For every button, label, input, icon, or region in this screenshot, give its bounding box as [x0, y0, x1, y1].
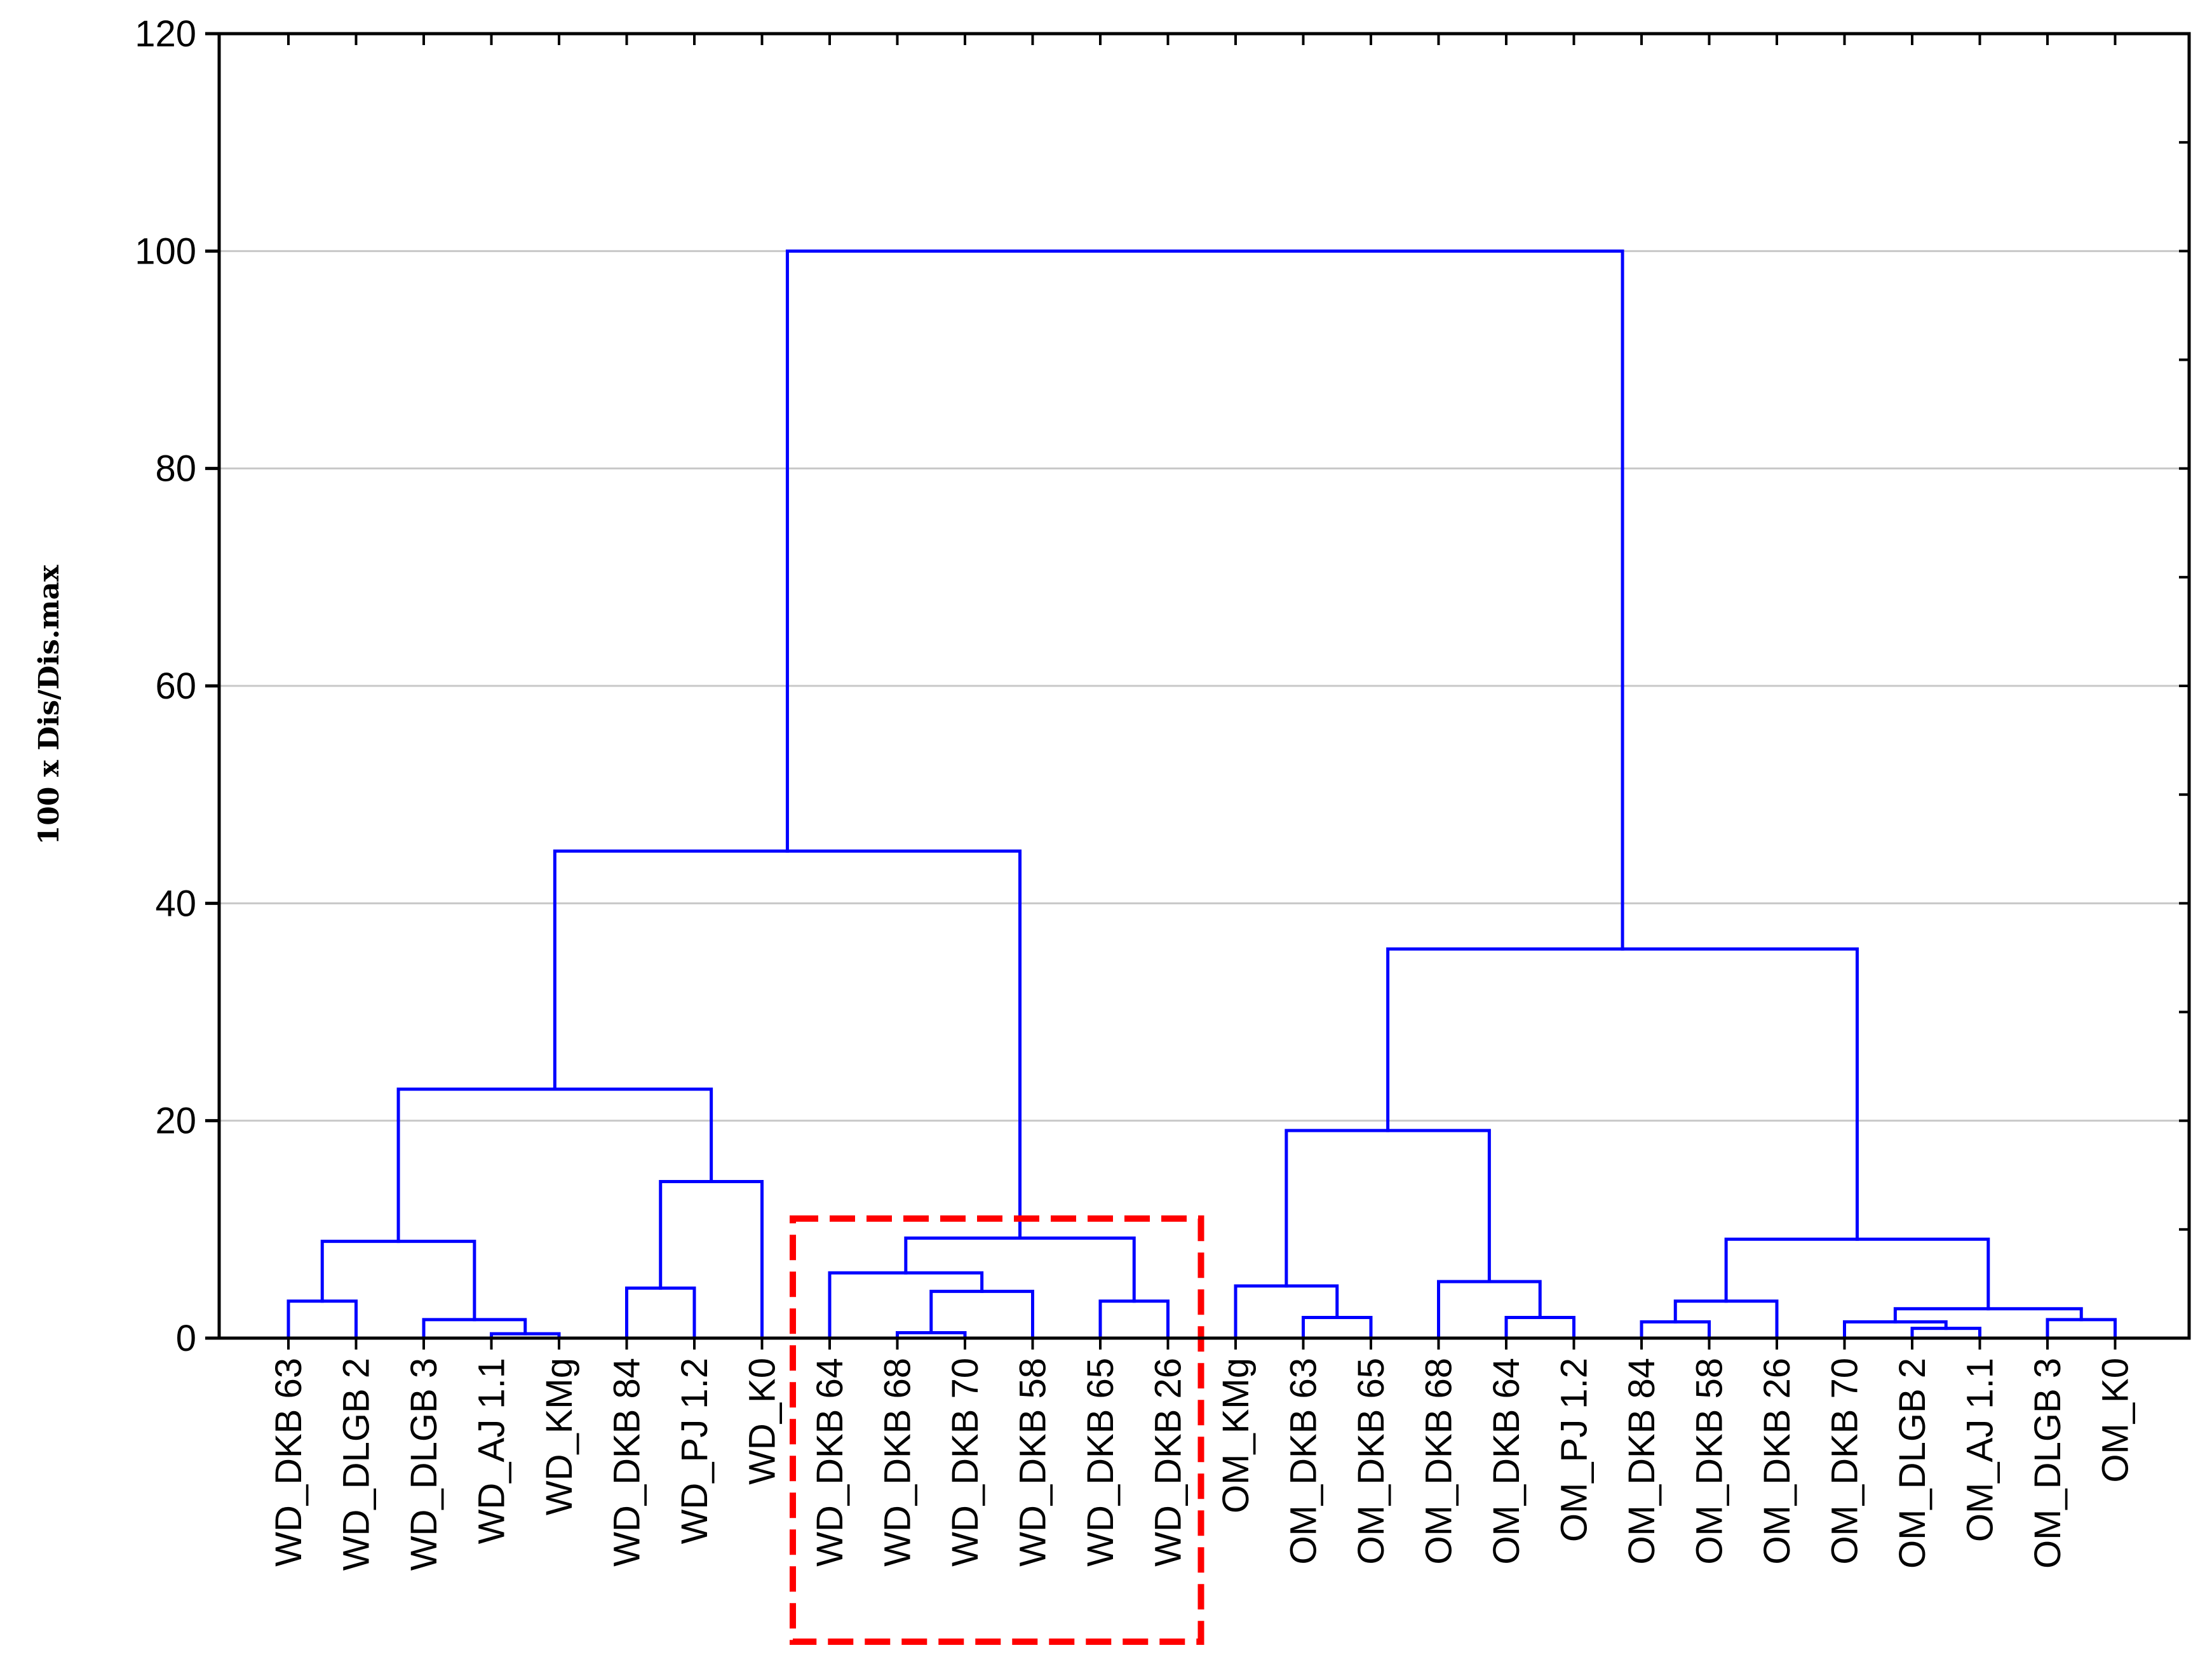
leaf-labels: WD_DKB 63 WD_DLGB 2 WD_DLGB 3 WD_AJ 1.1 WD_K…: [268, 1358, 2136, 1571]
link-U: [1673, 1299, 1779, 1340]
leaf-label: WD_DKB 70: [945, 1358, 986, 1567]
leaf-label: OM_DLGB 2: [1892, 1358, 1933, 1569]
leaf-label: OM_DKB 58: [1689, 1358, 1730, 1565]
link-F: [659, 1180, 764, 1340]
link-D: [320, 1240, 476, 1322]
link-J: [828, 1271, 984, 1340]
leaf-label: OM_DKB 26: [1757, 1358, 1798, 1565]
leaf-label: WD_DKB 63: [268, 1358, 309, 1567]
highlight-box-layer: [790, 1215, 1204, 1645]
link-Z: [1724, 1237, 1990, 1311]
leaf-label: OM_PJ 1.2: [1554, 1358, 1595, 1542]
ytick-label-60: 60: [155, 666, 196, 707]
ytick-label-40: 40: [155, 883, 196, 924]
link-AA: [1386, 947, 1859, 1241]
leaf-label: OM_DKB 70: [1824, 1358, 1866, 1565]
leaf-label: WD_DKB 58: [1013, 1358, 1054, 1567]
link-T: [1640, 1320, 1711, 1340]
leaf-label: WD_DKB 65: [1080, 1358, 1121, 1567]
link-W: [1843, 1320, 1948, 1340]
link-X: [2046, 1318, 2117, 1340]
link-N: [553, 849, 1022, 1240]
leaf-label: WD_DKB 64: [809, 1358, 851, 1567]
leaf-label: OM_AJ 1.1: [1960, 1358, 2001, 1542]
leaf-label: WD_KMg: [539, 1358, 580, 1515]
link-Q: [1504, 1315, 1575, 1340]
ytick-label-20: 20: [155, 1101, 196, 1142]
y-axis-title: 100 x Dis/Dis.max: [33, 565, 65, 845]
leaf-label: WD_DKB 84: [607, 1358, 648, 1567]
ytick-label-100: 100: [135, 231, 196, 272]
ytick-label-80: 80: [155, 448, 196, 490]
link-S: [1285, 1129, 1491, 1288]
leaf-label: OM_DLGB 3: [2027, 1358, 2068, 1569]
leaf-label: OM_DKB 65: [1351, 1358, 1392, 1565]
dendrogram-links: [287, 249, 2117, 1340]
leaf-label: WD_DKB 26: [1148, 1358, 1189, 1567]
ytick-label-0: 0: [176, 1318, 196, 1359]
link-E: [625, 1286, 696, 1340]
leaf-label: WD_K0: [742, 1358, 783, 1485]
leaf-label: OM_KMg: [1215, 1358, 1257, 1513]
highlight-box: [790, 1215, 1204, 1645]
leaf-label: OM_K0: [2095, 1358, 2136, 1483]
link-O: [1302, 1315, 1373, 1340]
grid-lines: [219, 250, 2189, 1122]
link-A: [287, 1299, 358, 1340]
leaf-label: OM_DKB 84: [1621, 1358, 1662, 1565]
leaf-label: WD_DLGB 3: [403, 1358, 445, 1571]
link-P: [1234, 1284, 1339, 1340]
leaf-label: OM_DKB 64: [1486, 1358, 1527, 1565]
y-axis-ticks: 0 20 40 60 80 100 120: [135, 13, 2189, 1359]
link-AB: [785, 249, 1624, 951]
link-R: [1437, 1280, 1542, 1340]
leaf-label: WD_AJ 1.1: [471, 1358, 513, 1544]
link-K: [1098, 1299, 1170, 1340]
leaf-label: WD_DKB 68: [877, 1358, 919, 1567]
leaf-label: OM_DKB 68: [1419, 1358, 1460, 1565]
leaf-label: OM_DKB 63: [1283, 1358, 1325, 1565]
link-G: [396, 1087, 713, 1243]
leaf-label: WD_DLGB 2: [336, 1358, 377, 1571]
leaf-label: WD_PJ 1.2: [674, 1358, 715, 1544]
ytick-label-120: 120: [135, 13, 196, 55]
